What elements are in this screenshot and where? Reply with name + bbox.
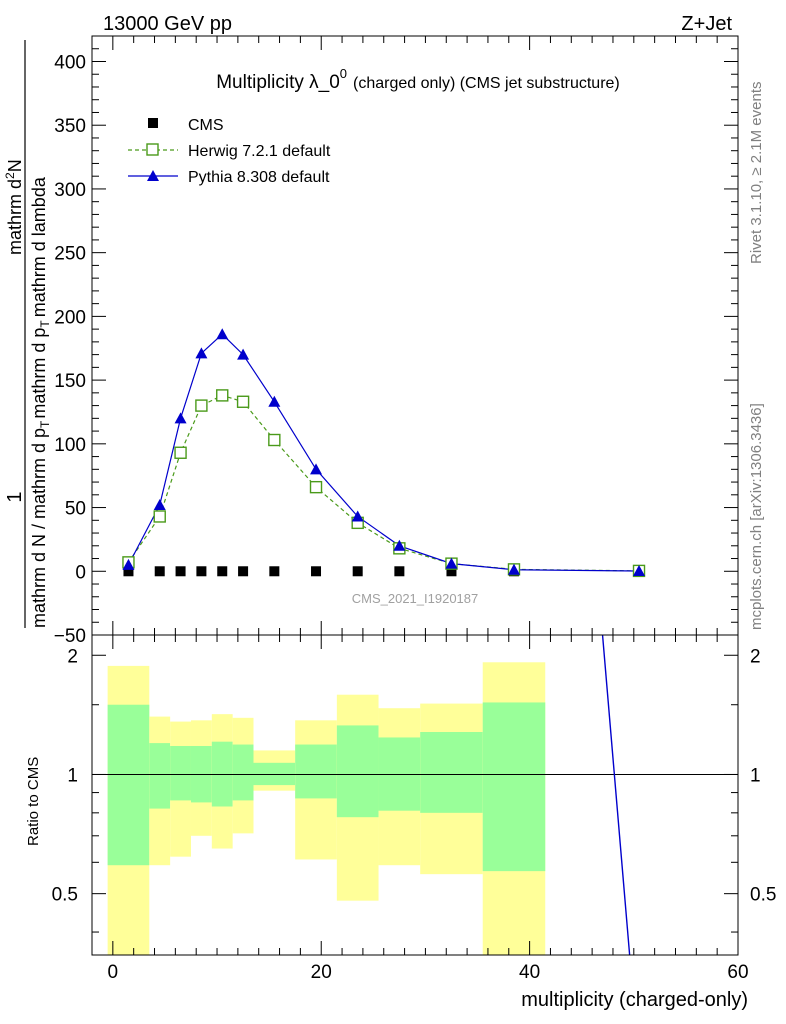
plot-title-main: Multiplicity λ_0 [216,72,340,93]
cms-point [352,566,363,577]
cms-point [238,566,249,577]
xtick-label: 0 [108,962,119,983]
pythia-point [507,563,520,575]
ratio-ytick-label: 2 [67,646,78,667]
herwig-point [195,399,208,412]
plot-title-suffix: (charged only) (CMS jet substructure) [353,75,620,92]
pythia-point [122,558,135,570]
ratio-band-green [336,725,379,818]
legend-herwig-label: Herwig 7.2.1 default [188,143,331,160]
ratio-ytick-label-right: 1 [750,765,761,786]
main-ytick-label: 300 [54,180,86,201]
xaxis-label: multiplicity (charged-only) [521,989,748,1011]
ylabel-numerator-one: 1 [4,491,26,502]
legend-cms-marker [148,118,158,128]
cms-point [196,566,207,577]
legend-cms-label: CMS [188,117,224,134]
cms-point [394,566,405,577]
pythia-point [237,348,250,360]
pythia-point [351,510,364,522]
header-energy: 13000 GeV pp [103,13,232,35]
pythia-ratio-line [601,634,631,956]
cms-point [311,566,322,577]
ylabel-denominator: mathrm d N / mathrm d pTmathrm d pTmathr… [29,176,52,628]
watermark: CMS_2021_I1920187 [352,591,479,606]
main-ytick-label: −50 [54,626,86,647]
pythia-line [127,333,640,572]
xtick-label: 20 [311,962,332,983]
herwig-point [216,389,229,402]
plot-title: Multiplicity λ_00 (charged only) (CMS jet… [216,66,620,93]
pythia-point [445,557,458,569]
ratio-ytick-label-right: 0.5 [750,885,776,906]
ratio-band-green [420,732,483,813]
ratio-band-green [170,745,191,801]
cms-point [123,566,134,577]
main-ytick-label: 250 [54,244,86,265]
ratio-ytick-label: 1 [67,765,78,786]
main-ylabel: 1 mathrm d N / mathrm d pTmathrm d pTmat… [3,40,52,628]
herwig-point [268,433,281,447]
ratio-band-green [482,702,546,872]
main-ytick-label: 200 [54,307,86,328]
ratio-panel: 0.5 0.51 12 20 20 40 60 Ratio to CMS multiplic… [25,634,776,1011]
plot-title-sup: 0 [340,66,347,81]
pythia-point [633,565,646,577]
ratio-band-green [295,744,337,799]
ratio-band-green [107,704,150,866]
header-process: Z+Jet [681,13,732,35]
mcplots-label: mcplots.cern.ch [arXiv:1306.3436] [748,403,765,630]
cms-point [175,566,186,577]
main-panel: −50 0 50 100 150 200 250 300 350 400 CMS_2021_I19… [3,35,739,647]
legend-herwig-marker [146,143,159,156]
ylabel-numerator: mathrm d2N [3,159,25,255]
ratio-ytick-label: 0.5 [52,885,78,906]
legend: CMS Herwig 7.2.1 default Pythia 8.308 de… [128,117,331,186]
pythia-point [174,412,187,424]
ratio-band-green [149,743,171,809]
main-ytick-label: 400 [54,52,86,73]
herwig-point [153,510,166,523]
xtick-label: 40 [519,962,540,983]
cms-point [446,566,457,577]
main-ytick-label: 150 [54,371,86,392]
main-ytick-label: 50 [65,499,86,520]
ratio-band-green [232,744,254,801]
cms-point [217,566,228,577]
herwig-point [174,446,187,459]
cms-point [154,566,165,577]
pythia-point [216,328,229,340]
legend-pythia-marker [147,170,159,181]
main-ytick-label: 100 [54,435,86,456]
ratio-frame [91,634,739,956]
pythia-point [153,499,166,511]
herwig-line [127,394,640,572]
pythia-point [268,395,281,407]
herwig-point [309,480,323,494]
xtick-label: 60 [727,962,748,983]
pythia-point [310,463,323,475]
ratio-ylabel: Ratio to CMS [25,757,42,846]
cms-point [269,566,280,577]
pythia-point [393,539,406,551]
legend-pythia-label: Pythia 8.308 default [188,169,330,186]
rivet-label: Rivet 3.1.10, ≥ 2.1M events [748,82,765,265]
pythia-point [195,347,208,359]
ratio-ytick-label-right: 2 [750,646,761,667]
main-ytick-label: 350 [54,116,86,137]
herwig-point [236,395,250,408]
main-ytick-label: 0 [75,562,86,583]
